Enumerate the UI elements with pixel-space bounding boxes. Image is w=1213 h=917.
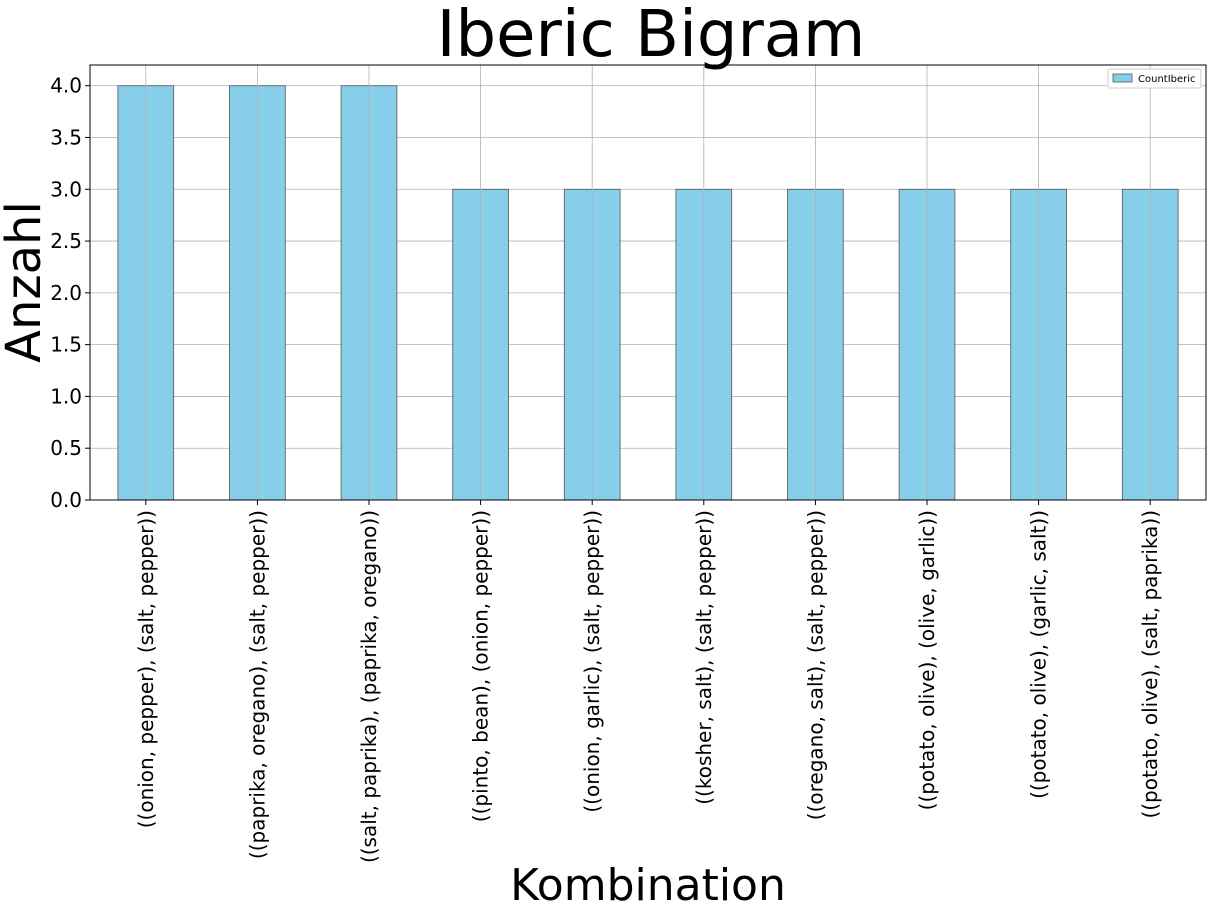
y-ticks: 0.0 0.5 1.0 1.5 2.0 2.5 3.0 3.5 4.0 <box>50 74 90 512</box>
y-tick-label: 2.5 <box>50 229 82 253</box>
y-axis-label: Anzahl <box>0 201 52 363</box>
y-tick-label: 1.5 <box>50 333 82 357</box>
x-tick-label: ((potato, olive), (olive, garlic)) <box>915 510 939 810</box>
x-tick-label: ((pinto, bean), (onion, pepper)) <box>469 510 493 822</box>
x-tick-label: ((potato, olive), (salt, paprika)) <box>1138 510 1162 819</box>
y-tick-label: 3.5 <box>50 126 82 150</box>
legend-label: CountIberic <box>1138 74 1196 85</box>
y-tick-label: 2.0 <box>50 281 82 305</box>
x-tick-label: ((onion, garlic), (salt, pepper)) <box>580 510 604 813</box>
x-axis-label: Kombination <box>510 860 786 911</box>
y-tick-label: 1.0 <box>50 384 82 408</box>
x-tick-label: ((onion, pepper), (salt, pepper)) <box>134 510 158 828</box>
y-tick-label: 3.0 <box>50 177 82 201</box>
y-tick-label: 0.5 <box>50 436 82 460</box>
x-ticks: ((onion, pepper), (salt, pepper)) ((papri… <box>134 500 1162 863</box>
legend-swatch <box>1112 73 1133 83</box>
x-tick-label: ((kosher, salt), (salt, pepper)) <box>692 510 716 805</box>
legend: CountIberic <box>1107 68 1202 89</box>
y-tick-label: 4.0 <box>50 74 82 98</box>
x-tick-label: ((salt, paprika), (paprika, oregano)) <box>357 510 381 863</box>
vertical-grid-lines <box>145 65 1151 500</box>
x-tick-label: ((oregano, salt), (salt, pepper)) <box>803 510 827 820</box>
x-tick-label: ((paprika, oregano), (salt, pepper)) <box>245 510 269 859</box>
plot-frame <box>89 64 1207 501</box>
x-tick-label: ((potato, olive), (garlic, salt)) <box>1027 510 1051 799</box>
chart-title: Iberic Bigram <box>437 0 866 72</box>
y-tick-label: 0.0 <box>50 488 82 512</box>
